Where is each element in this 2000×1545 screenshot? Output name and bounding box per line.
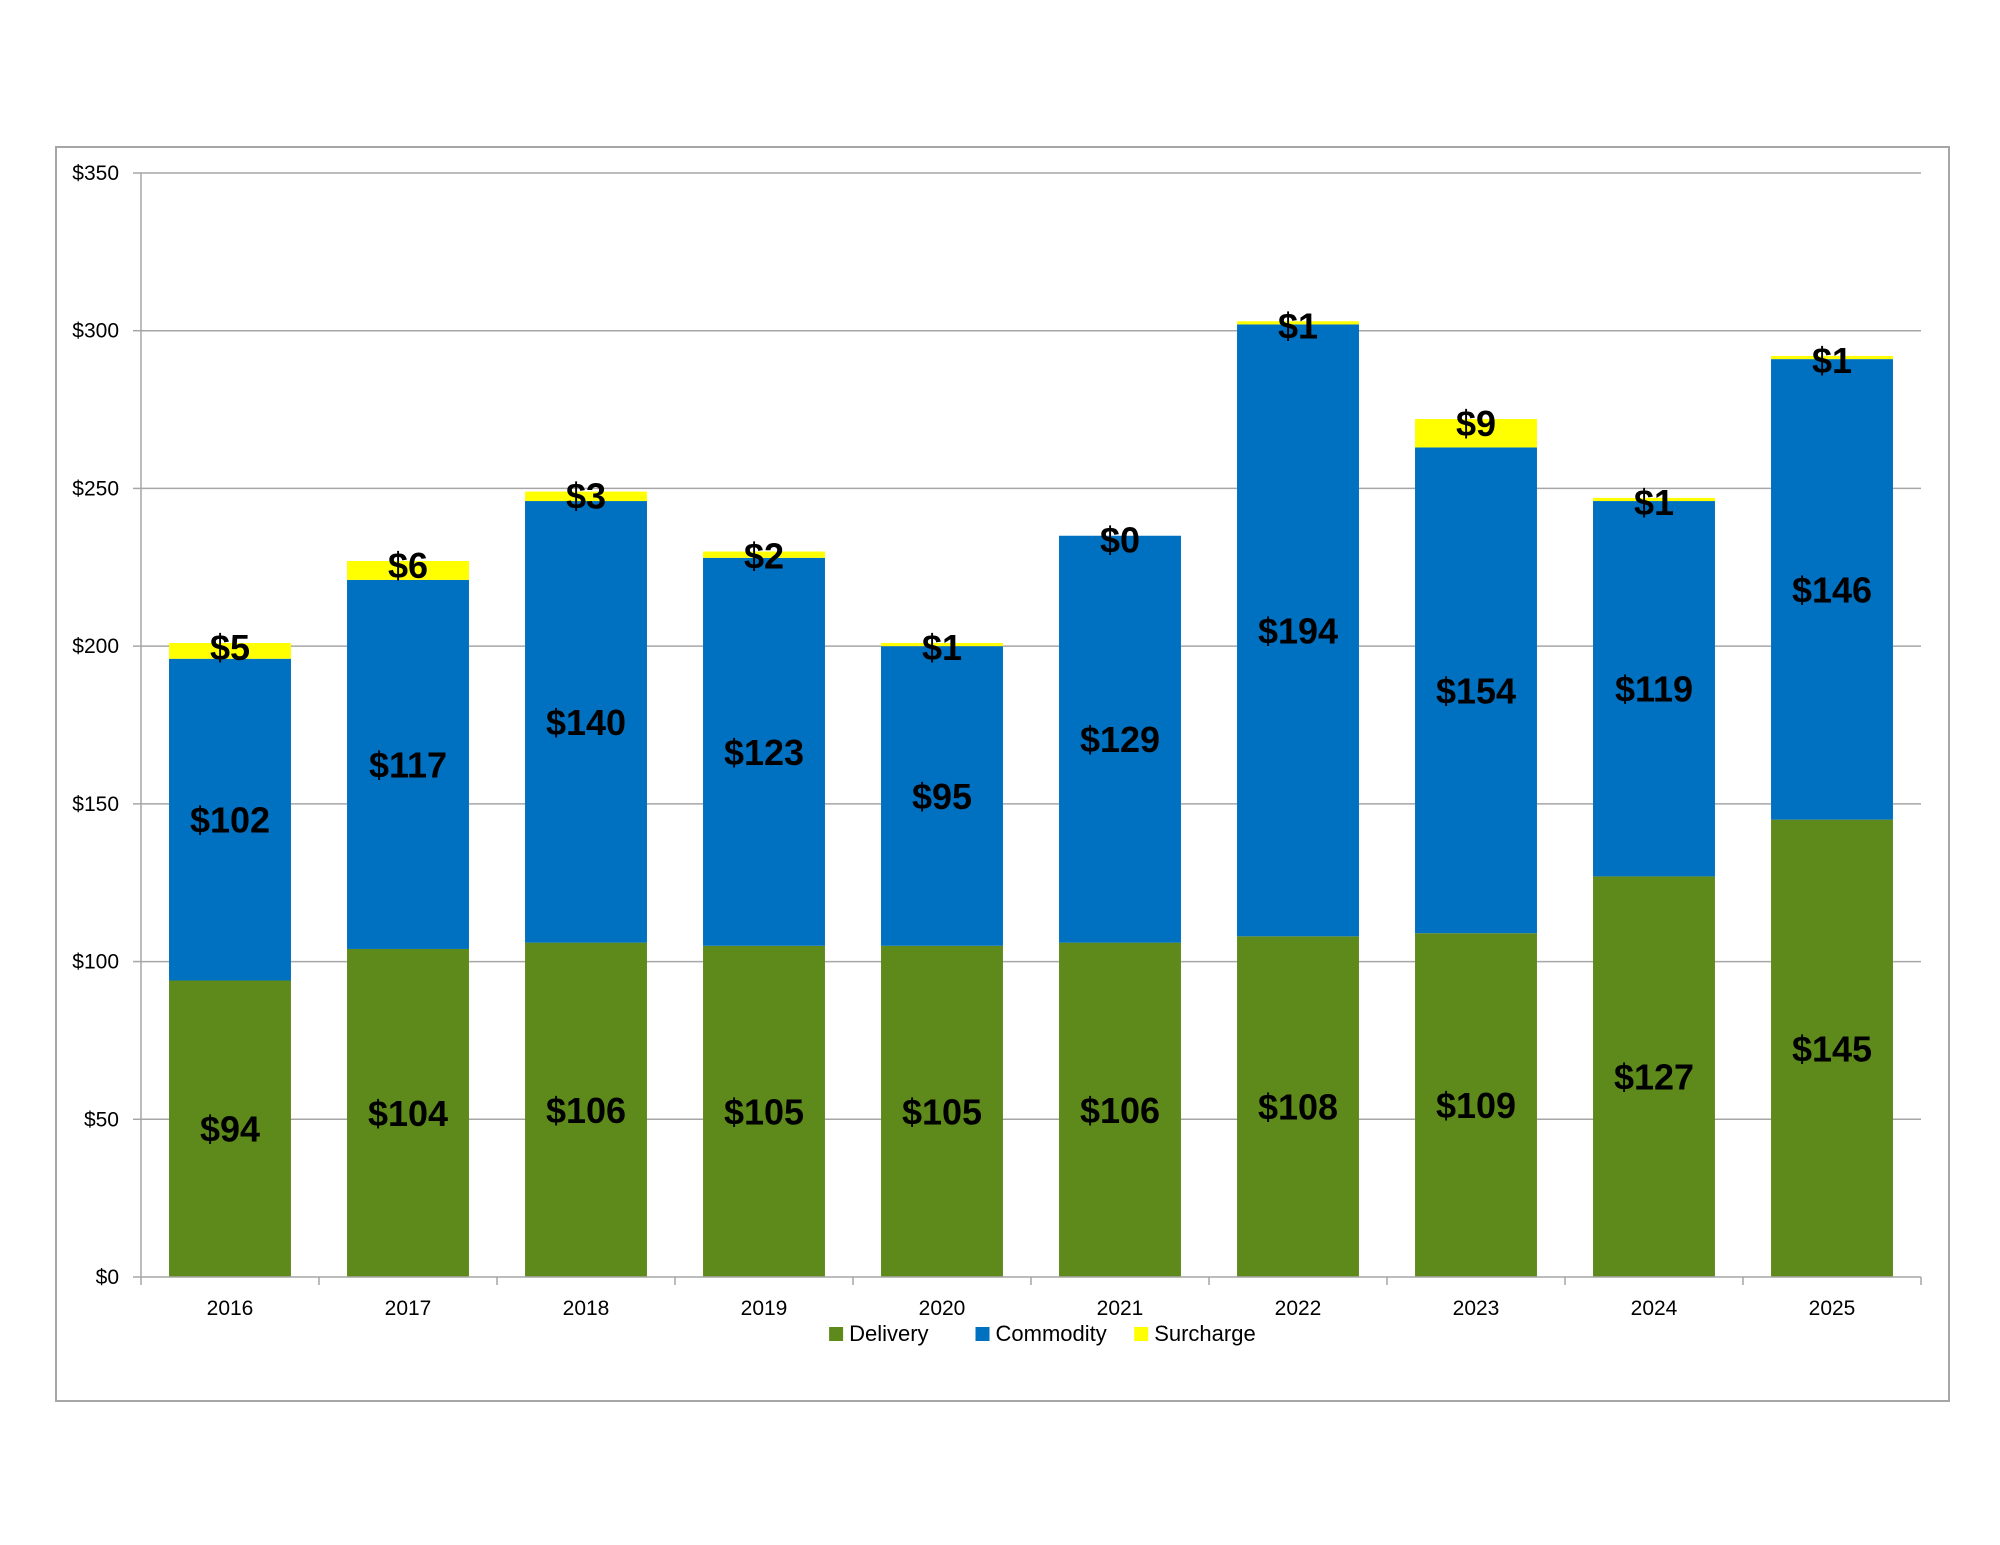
y-tick-label: $50 — [84, 1108, 119, 1131]
data-label-commodity-2021: $129 — [1080, 719, 1160, 760]
x-tick-label: 2017 — [385, 1297, 432, 1320]
bar-commodity-2022 — [1237, 324, 1359, 937]
bar-commodity-2016 — [169, 658, 291, 981]
bar-surcharge-2020 — [881, 642, 1003, 647]
legend-swatch-delivery — [829, 1327, 844, 1341]
bar-surcharge-2022 — [1237, 321, 1359, 325]
data-label-surcharge-2016: $5 — [210, 627, 250, 668]
y-tick-label: $250 — [72, 477, 119, 500]
axes: $0 $50 $100 $150 $200 $250 $300 $350 2016 2017 201… — [72, 162, 1922, 1320]
x-tick-label: 2025 — [1809, 1297, 1856, 1320]
bar-delivery-2022 — [1237, 936, 1359, 1277]
legend-swatch-commodity — [975, 1327, 990, 1341]
data-label-delivery-2024: $127 — [1614, 1057, 1694, 1098]
data-label-commodity-2020: $95 — [912, 776, 972, 817]
bar-commodity-2023 — [1415, 447, 1537, 934]
stacked-bar-chart: $0 $50 $100 $150 $200 $250 $300 $350 2016 2017 201… — [72, 162, 1922, 1346]
x-tick-label: 2018 — [563, 1297, 610, 1320]
legend: Delivery Commodity Surcharge — [829, 1321, 1256, 1346]
bar-commodity-2021 — [1059, 535, 1181, 943]
y-tick-label: $350 — [72, 162, 119, 185]
data-label-surcharge-2022: $1 — [1278, 305, 1318, 346]
bar-delivery-2024 — [1593, 876, 1715, 1277]
bar-delivery-2016 — [169, 980, 291, 1277]
data-label-delivery-2016: $94 — [200, 1109, 260, 1150]
bar-surcharge-2018 — [525, 491, 647, 502]
x-tick-label: 2024 — [1631, 1297, 1678, 1320]
y-tick-label: $300 — [72, 320, 119, 343]
bar-delivery-2019 — [703, 945, 825, 1277]
legend-label-commodity: Commodity — [996, 1321, 1107, 1346]
data-label-delivery-2019: $105 — [724, 1091, 804, 1132]
data-label-delivery-2017: $104 — [368, 1093, 448, 1134]
data-label-surcharge-2023: $9 — [1456, 403, 1496, 444]
y-tick-label: $100 — [72, 951, 119, 974]
data-label-surcharge-2024: $1 — [1634, 482, 1674, 523]
data-label-commodity-2019: $123 — [724, 732, 804, 773]
y-tick-label: $200 — [72, 635, 119, 658]
data-label-surcharge-2019: $2 — [744, 536, 784, 577]
data-label-surcharge-2018: $3 — [566, 476, 606, 517]
data-labels: $94 $102 $5 $104 $117 $6 $106 $140 $3 $105 $123 $2 $… — [190, 305, 1872, 1149]
bar-delivery-2025 — [1771, 819, 1893, 1277]
data-label-delivery-2025: $145 — [1792, 1028, 1872, 1069]
data-label-commodity-2023: $154 — [1436, 670, 1516, 711]
bar-surcharge-2016 — [169, 642, 291, 659]
data-label-delivery-2022: $108 — [1258, 1087, 1338, 1128]
bar-surcharge-2019 — [703, 551, 825, 558]
legend-swatch-surcharge — [1134, 1327, 1149, 1341]
bar-surcharge-2024 — [1593, 497, 1715, 502]
bar-delivery-2018 — [525, 942, 647, 1277]
bar-surcharge-2025 — [1771, 355, 1893, 360]
x-tick-label: 2022 — [1275, 1297, 1322, 1320]
x-tick-label: 2020 — [919, 1297, 966, 1320]
x-tick-label: 2023 — [1453, 1297, 1500, 1320]
x-tick-label: 2016 — [207, 1297, 254, 1320]
bar-commodity-2024 — [1593, 501, 1715, 877]
legend-label-surcharge: Surcharge — [1154, 1321, 1256, 1346]
data-label-delivery-2021: $106 — [1080, 1090, 1160, 1131]
data-label-commodity-2022: $194 — [1258, 610, 1338, 651]
data-label-surcharge-2021: $0 — [1100, 520, 1140, 561]
bar-commodity-2020 — [881, 646, 1003, 946]
x-tick-label: 2021 — [1097, 1297, 1144, 1320]
data-label-commodity-2025: $146 — [1792, 569, 1872, 610]
data-label-commodity-2016: $102 — [190, 800, 270, 841]
data-label-delivery-2018: $106 — [546, 1090, 626, 1131]
data-label-delivery-2020: $105 — [902, 1091, 982, 1132]
x-tick-label: 2019 — [741, 1297, 788, 1320]
bar-delivery-2017 — [347, 948, 469, 1277]
bar-delivery-2020 — [881, 945, 1003, 1277]
bar-delivery-2021 — [1059, 942, 1181, 1277]
data-label-commodity-2024: $119 — [1615, 669, 1693, 710]
bar-commodity-2019 — [703, 557, 825, 946]
chart-frame: $0 $50 $100 $150 $200 $250 $300 $350 2016 2017 201… — [55, 146, 1950, 1402]
data-label-commodity-2018: $140 — [546, 702, 626, 743]
legend-label-delivery: Delivery — [849, 1321, 928, 1346]
bar-commodity-2018 — [525, 501, 647, 943]
bars — [169, 321, 1893, 1277]
bar-delivery-2023 — [1415, 933, 1537, 1277]
bar-commodity-2017 — [347, 579, 469, 949]
data-label-surcharge-2017: $6 — [388, 545, 428, 586]
data-label-surcharge-2025: $1 — [1812, 340, 1852, 381]
y-tick-label: $150 — [72, 793, 119, 816]
data-label-commodity-2017: $117 — [369, 744, 447, 785]
y-tick-label: $0 — [96, 1266, 119, 1289]
bar-surcharge-2023 — [1415, 419, 1537, 448]
bar-surcharge-2017 — [347, 560, 469, 580]
data-label-delivery-2023: $109 — [1436, 1085, 1516, 1126]
data-label-surcharge-2020: $1 — [922, 627, 962, 668]
bar-commodity-2025 — [1771, 359, 1893, 820]
